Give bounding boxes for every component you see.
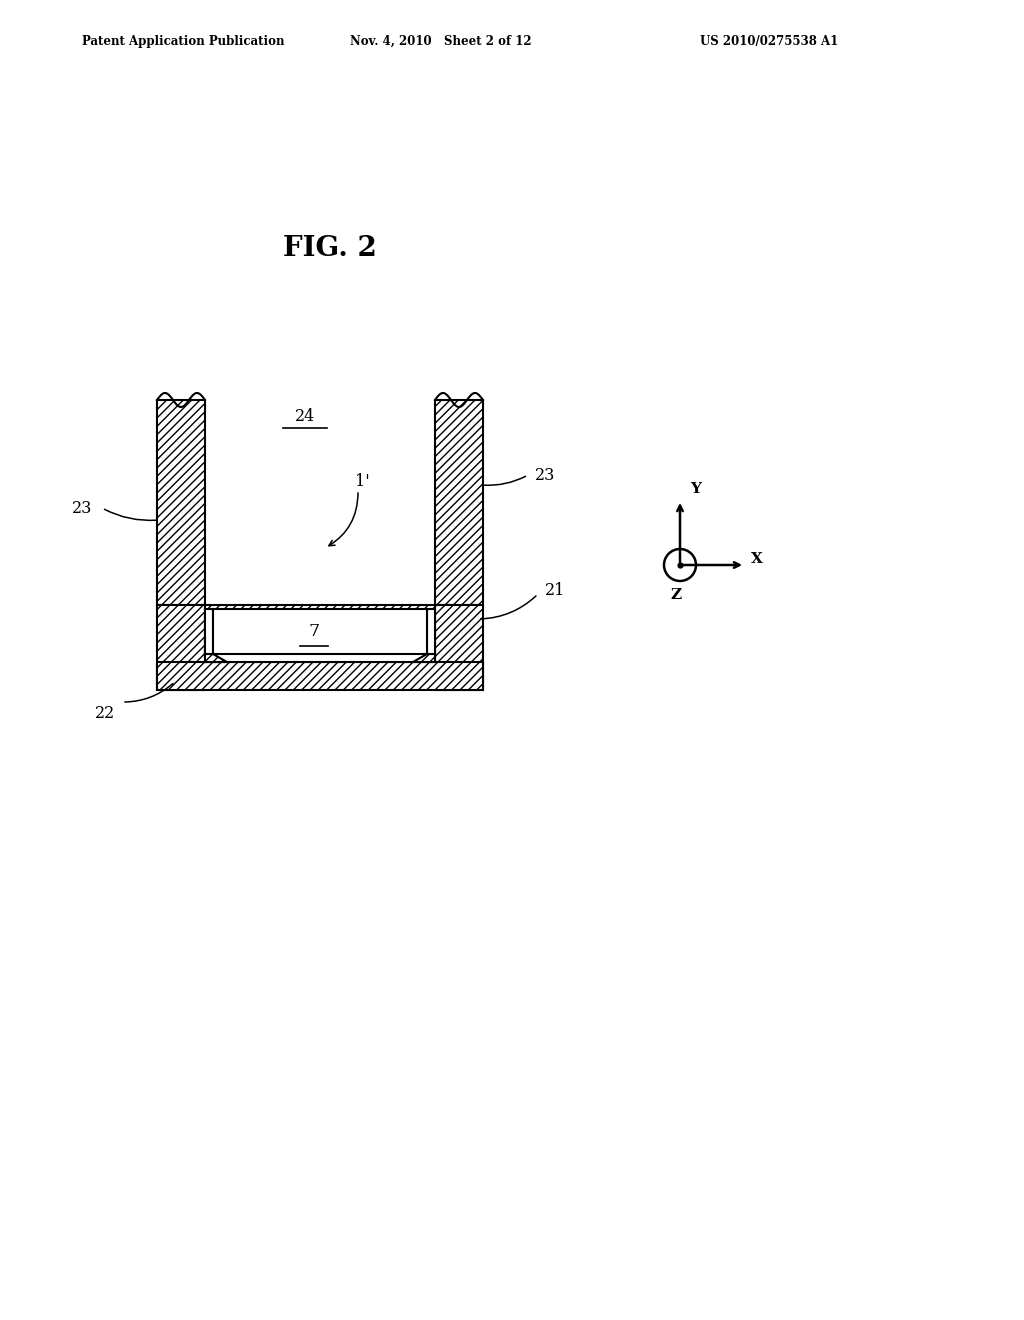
- Text: Patent Application Publication: Patent Application Publication: [82, 36, 285, 48]
- Text: 24: 24: [295, 408, 315, 425]
- Text: US 2010/0275538 A1: US 2010/0275538 A1: [700, 36, 839, 48]
- Text: 21: 21: [545, 582, 565, 599]
- Polygon shape: [205, 653, 227, 663]
- Bar: [157, 605, 205, 690]
- Text: Y: Y: [690, 482, 701, 496]
- Text: 23: 23: [72, 499, 92, 516]
- Bar: [205, 605, 435, 634]
- Text: 1': 1': [355, 474, 370, 491]
- Polygon shape: [413, 653, 435, 663]
- Text: X: X: [751, 552, 763, 566]
- Text: FIG. 2: FIG. 2: [283, 235, 377, 261]
- Text: 7: 7: [308, 623, 319, 640]
- Bar: [427, 609, 435, 653]
- Bar: [435, 400, 483, 605]
- Bar: [157, 663, 483, 690]
- Bar: [435, 605, 483, 690]
- Bar: [205, 609, 213, 653]
- Text: 23: 23: [535, 466, 555, 483]
- Bar: [213, 609, 427, 653]
- Text: Nov. 4, 2010   Sheet 2 of 12: Nov. 4, 2010 Sheet 2 of 12: [350, 36, 531, 48]
- Bar: [157, 400, 205, 605]
- Text: Z: Z: [671, 587, 682, 602]
- Text: 22: 22: [95, 705, 115, 722]
- Bar: [205, 634, 435, 663]
